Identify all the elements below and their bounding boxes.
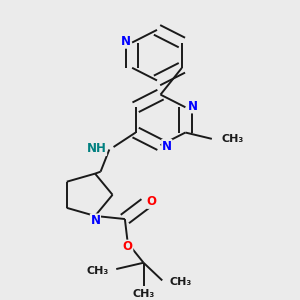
Text: O: O [123, 240, 133, 253]
Text: N: N [162, 140, 172, 153]
Text: CH₃: CH₃ [132, 289, 155, 298]
Text: O: O [147, 195, 157, 208]
Text: N: N [188, 100, 198, 113]
Text: CH₃: CH₃ [222, 134, 244, 145]
Text: N: N [90, 214, 100, 227]
Text: CH₃: CH₃ [170, 277, 192, 287]
Text: CH₃: CH₃ [86, 266, 109, 276]
Text: NH: NH [87, 142, 106, 155]
Text: N: N [121, 35, 131, 48]
